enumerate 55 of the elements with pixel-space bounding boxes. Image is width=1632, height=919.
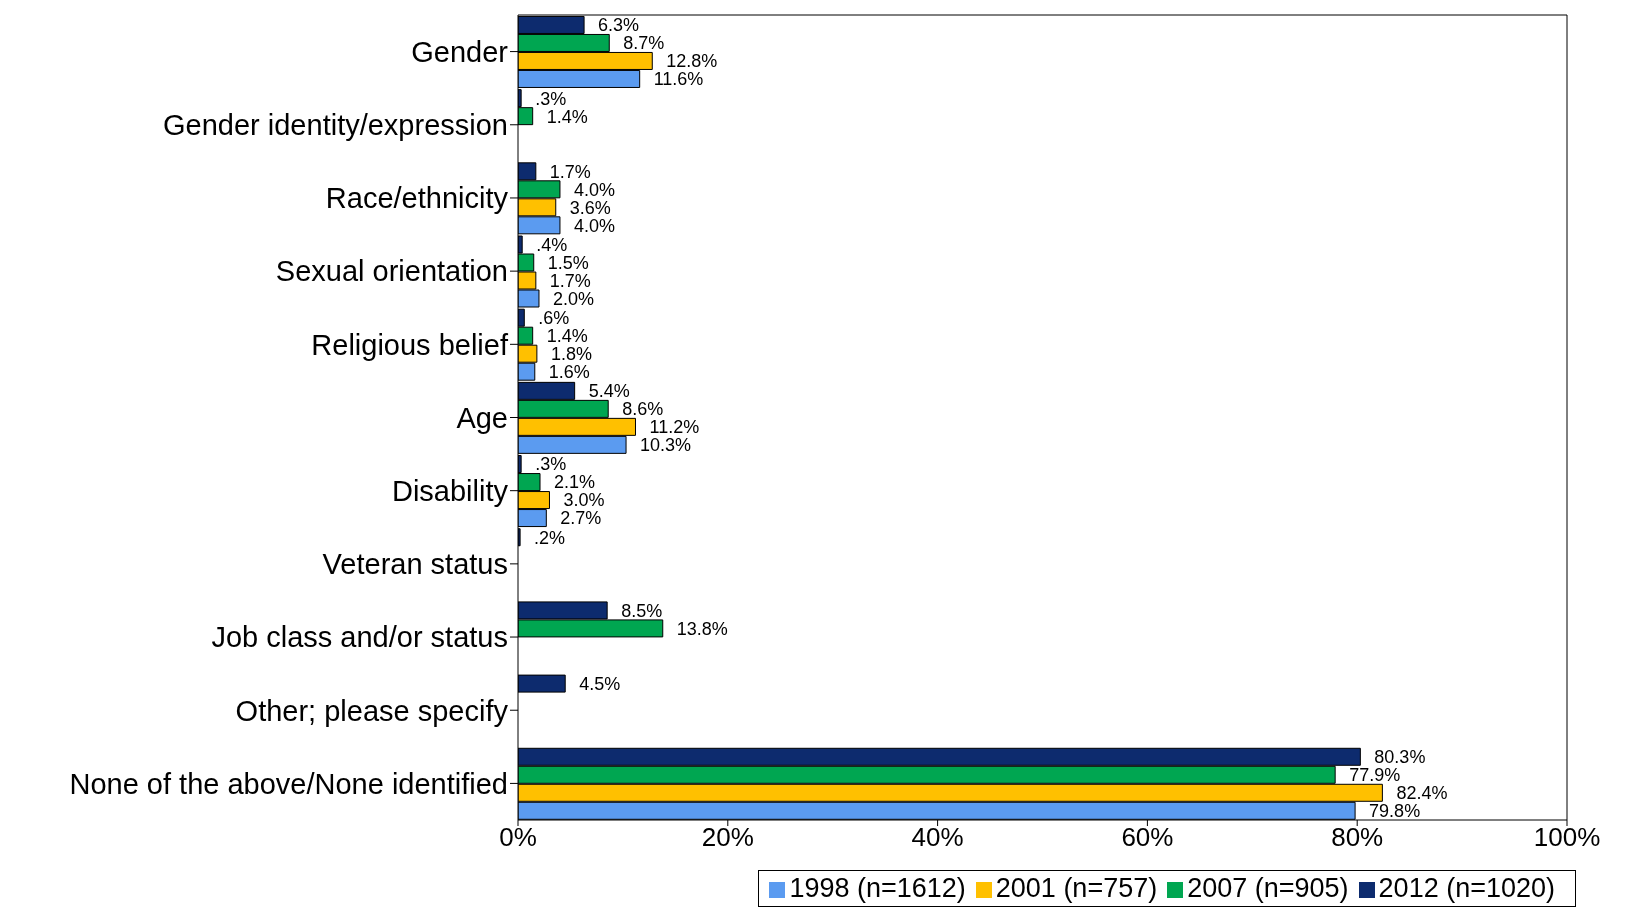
data-label: 11.6% [653, 69, 704, 90]
legend-label: 2007 (n=905) [1187, 873, 1349, 903]
y-tick-label: Race/ethnicity [325, 182, 509, 215]
y-tick-label: Gender identity/expression [163, 109, 508, 142]
data-label: 11.2% [649, 417, 700, 438]
data-label: 4.0% [573, 215, 615, 236]
data-label: 1.6% [548, 362, 590, 383]
data-label: 3.0% [563, 490, 605, 511]
data-label: 8.5% [621, 600, 663, 621]
data-label: 1.5% [547, 252, 589, 273]
data-label: 8.7% [623, 33, 665, 54]
data-label: 8.6% [622, 399, 664, 420]
y-tick-label: Religious belief [311, 328, 509, 361]
legend-label: 2001 (n=757) [995, 873, 1158, 903]
x-tick-label: 100% [1533, 822, 1601, 853]
data-label: 4.5% [579, 673, 621, 694]
data-label: 6.3% [598, 15, 640, 36]
data-label: 2.0% [552, 288, 595, 309]
x-tick-label: 0% [499, 822, 537, 853]
data-label: .3% [535, 454, 567, 475]
y-tick-label: None of the above/None identified [69, 767, 508, 800]
data-label: 79.8% [1369, 801, 1421, 822]
data-label: 4.0% [573, 179, 615, 200]
data-label: 80.3% [1374, 747, 1426, 768]
legend-label: 1998 (n=1612) [789, 873, 966, 903]
data-label: 2.1% [554, 472, 596, 493]
data-label: .3% [535, 88, 567, 109]
data-label: .4% [536, 234, 568, 255]
x-tick-label: 20% [701, 822, 754, 853]
y-tick-label: Disability [391, 474, 509, 507]
x-tick-label: 60% [1121, 822, 1174, 853]
y-tick-label: Sexual orientation [275, 255, 508, 288]
y-tick-label: Other; please specify [235, 694, 509, 727]
data-label: 1.7% [549, 270, 591, 291]
data-label: 1.8% [550, 344, 592, 365]
data-label: 1.4% [546, 106, 588, 127]
y-tick-label: Job class and/or status [211, 621, 508, 654]
data-label: 1.4% [546, 326, 588, 347]
data-label: 13.8% [676, 618, 728, 639]
y-tick-label: Gender [411, 35, 509, 68]
y-tick-label: Veteran status [322, 548, 508, 581]
data-label: 5.4% [588, 381, 630, 402]
data-label: .6% [538, 308, 570, 329]
data-label: 1.7% [549, 161, 591, 182]
data-label: 10.3% [640, 435, 692, 456]
data-label: 12.8% [666, 51, 718, 72]
data-label: 2.7% [560, 508, 602, 529]
x-tick-label: 80% [1331, 822, 1384, 853]
x-tick-label: 40% [911, 822, 964, 853]
data-label: 3.6% [569, 197, 611, 218]
y-tick-label: Age [456, 401, 508, 434]
legend-label: 2012 (n=1020) [1378, 873, 1555, 903]
data-label: 77.9% [1349, 765, 1401, 786]
data-label: .2% [534, 527, 566, 548]
data-label: 82.4% [1396, 783, 1448, 804]
